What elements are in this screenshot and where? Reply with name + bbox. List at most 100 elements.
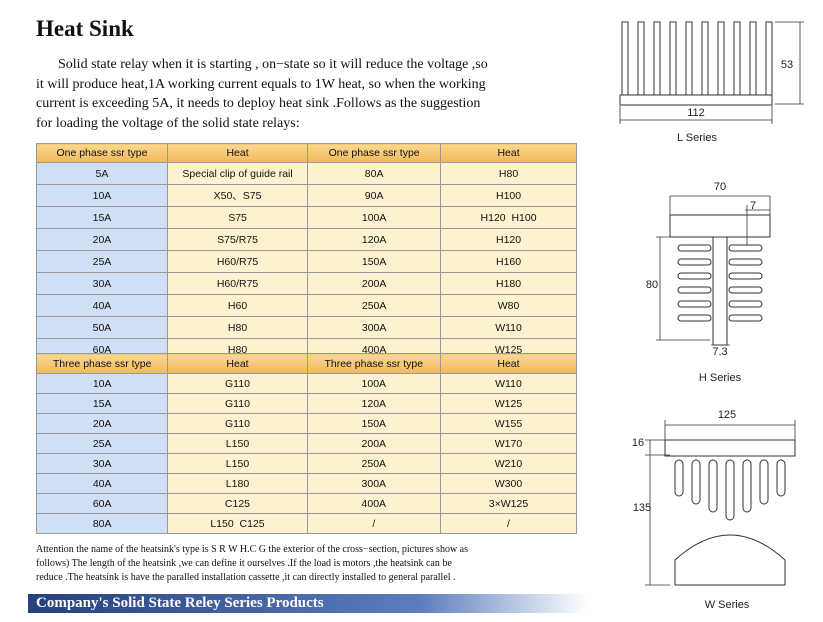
cell: L150 C125 (167, 513, 308, 534)
cell: W170 (439, 433, 578, 454)
row: 50A H80 300A W110 (36, 316, 577, 339)
cell: H60/R75 (166, 250, 309, 273)
row: 60A C125 400A 3×W125 (35, 493, 578, 514)
fin (637, 21, 645, 96)
diagram-label: L Series (677, 132, 717, 144)
row: 30A H60/R75 200A H180 (36, 272, 577, 295)
dim-label: 7.3 (712, 346, 727, 358)
fin (677, 300, 712, 308)
fin (765, 21, 773, 96)
cell: W110 (440, 316, 577, 339)
row: 20A G110 150A W155 (35, 413, 578, 434)
dim-label: 135 (633, 502, 651, 514)
cell: L180 (167, 473, 308, 494)
cell: G110 (167, 393, 308, 414)
cell: 250A (307, 294, 442, 317)
cell: 300A (306, 473, 441, 494)
dim-label: 125 (718, 409, 736, 421)
cell: H60/R75 (166, 272, 309, 295)
cell: 200A (306, 433, 441, 454)
fin (677, 258, 712, 266)
fin (621, 21, 629, 96)
footer-banner: Company's Solid State Reley Series Produ… (28, 594, 588, 613)
cell: C125 (167, 493, 308, 514)
diagram-label: W Series (705, 599, 750, 611)
fin (742, 459, 752, 513)
cell: 60A (35, 493, 169, 514)
header-cell: Heat (439, 353, 578, 374)
cell: H100 (440, 184, 577, 207)
cell: 100A (306, 373, 441, 394)
note-line: reduce .The heatsink is have the paralle… (36, 572, 456, 583)
cell: 40A (36, 294, 168, 317)
cell: 25A (36, 250, 168, 273)
fin (677, 272, 712, 280)
fin (701, 21, 709, 96)
w-series-shape (664, 439, 796, 586)
cell: H80 (440, 162, 577, 185)
cell: 10A (35, 373, 169, 394)
header-cell: One phase ssr type (36, 143, 168, 163)
cell: 50A (36, 316, 168, 339)
fin (728, 300, 763, 308)
fin (728, 272, 763, 280)
header-cell: One phase ssr type (307, 143, 442, 163)
cell: Special clip of guide rail (166, 162, 309, 185)
cell: 20A (36, 228, 168, 251)
cell: W80 (440, 294, 577, 317)
cell: W300 (439, 473, 578, 494)
fin (728, 258, 763, 266)
fin (669, 21, 677, 96)
diagram-label: H Series (699, 372, 742, 384)
note-line: Attention the name of the heatsink's typ… (36, 544, 468, 555)
cell: 5A (36, 162, 168, 185)
fin (677, 286, 712, 294)
cell: / (439, 513, 578, 534)
cell: 100A (307, 206, 442, 229)
cell: 40A (35, 473, 169, 494)
row: 10A X50、S75 90A H100 (36, 184, 577, 207)
cell: 80A (35, 513, 169, 534)
row: 15A S75 100A H120 H100 (36, 206, 577, 229)
row: 10A G110 100A W110 (35, 373, 578, 394)
intro-line: Solid state relay when it is starting , … (58, 57, 488, 72)
cell: 15A (35, 393, 169, 414)
dim-label: 16 (632, 437, 644, 449)
cell: W125 (439, 393, 578, 414)
cell: H120 (440, 228, 577, 251)
title: Heat Sink (36, 16, 134, 41)
cell: 120A (306, 393, 441, 414)
cell: 300A (307, 316, 442, 339)
cell: 120A (307, 228, 442, 251)
cell: H60 (166, 294, 309, 317)
cell: L150 (167, 433, 308, 454)
cell: H80 (166, 316, 309, 339)
cell: 3×W125 (439, 493, 578, 514)
row: 15A G110 120A W125 (35, 393, 578, 414)
cell: G110 (167, 413, 308, 434)
note-line: follows) The length of the heatsink ,we … (36, 558, 452, 569)
cell: 90A (307, 184, 442, 207)
cell: 200A (307, 272, 442, 295)
header-cell: Heat (440, 143, 577, 163)
dimension-lines (619, 21, 804, 586)
cell: 25A (35, 433, 169, 454)
cell: H120 H100 (440, 206, 577, 229)
fin (725, 459, 735, 521)
cell: W110 (439, 373, 578, 394)
cell: 150A (306, 413, 441, 434)
cell: S75/R75 (166, 228, 309, 251)
fin (691, 459, 701, 505)
fin (728, 314, 763, 322)
row: 40A L180 300A W300 (35, 473, 578, 494)
dim-label: 7 (750, 200, 756, 212)
fin (728, 286, 763, 294)
cell: 20A (35, 413, 169, 434)
fin (728, 244, 763, 252)
cell: 150A (307, 250, 442, 273)
fin (677, 244, 712, 252)
row: 25A L150 200A W170 (35, 433, 578, 454)
cell: 10A (36, 184, 168, 207)
dim-label: 70 (714, 181, 726, 193)
dim-label: 112 (687, 107, 705, 119)
